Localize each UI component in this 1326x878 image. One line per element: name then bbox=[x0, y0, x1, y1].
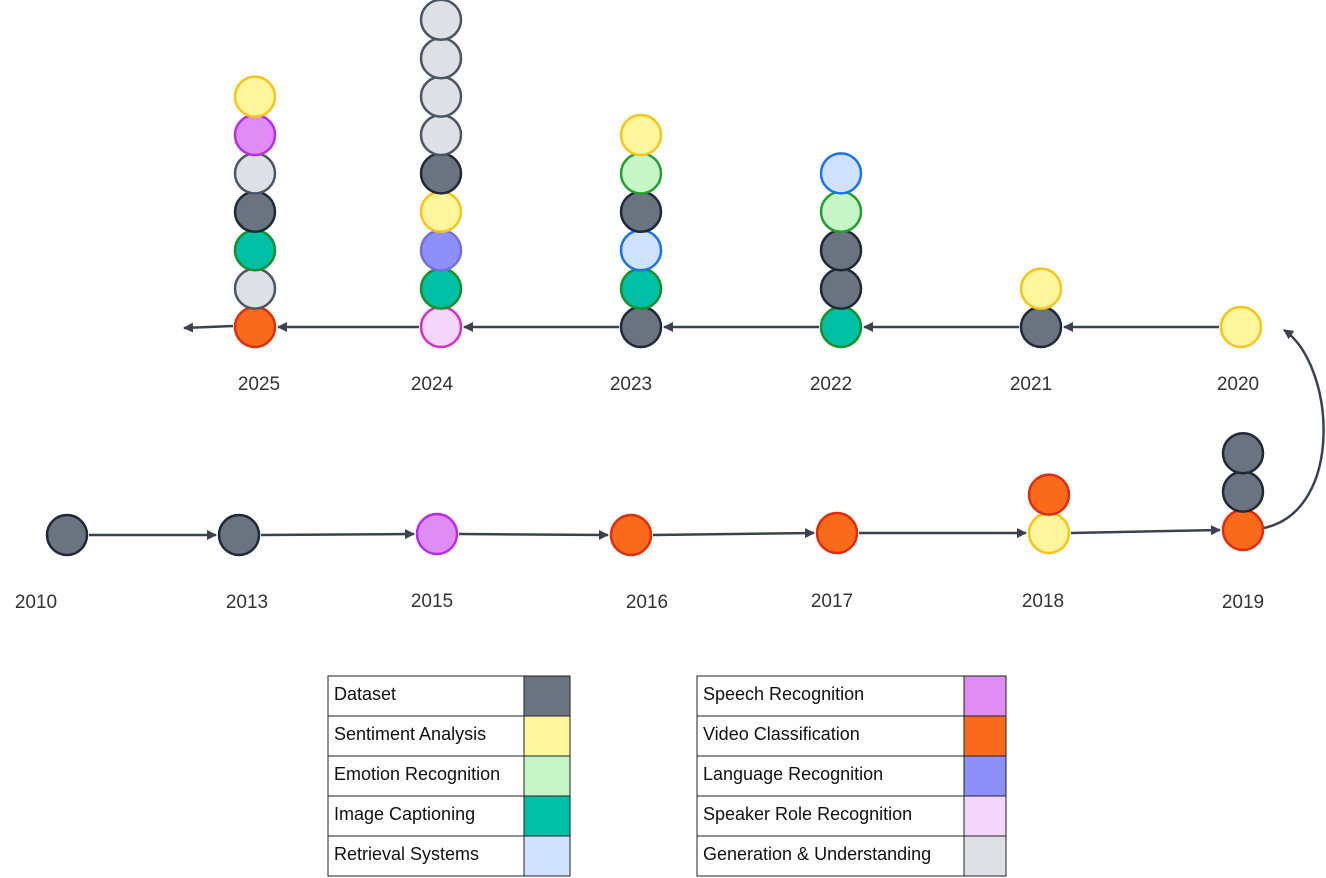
category-node bbox=[619, 267, 663, 310]
year-label: 2022 bbox=[810, 374, 852, 395]
category-node bbox=[233, 75, 277, 118]
category-node bbox=[819, 228, 863, 272]
category-node bbox=[419, 190, 463, 234]
legend-label-cell bbox=[327, 715, 525, 757]
category-node bbox=[217, 513, 261, 557]
category-node bbox=[233, 190, 277, 234]
legend-swatch bbox=[523, 835, 571, 877]
category-node bbox=[619, 228, 663, 272]
category-node bbox=[1027, 473, 1071, 516]
legend-swatch bbox=[963, 715, 1007, 757]
legend-swatch bbox=[963, 755, 1007, 797]
category-node bbox=[233, 113, 277, 157]
year-label: 2023 bbox=[610, 374, 652, 395]
year-label: 2013 bbox=[226, 592, 268, 613]
category-node bbox=[619, 113, 663, 157]
legend-swatch bbox=[523, 675, 571, 717]
legend-label: Image Captioning bbox=[334, 804, 475, 824]
connector-arrow bbox=[183, 322, 234, 333]
year-label: 2015 bbox=[411, 591, 453, 612]
year-label: 2010 bbox=[15, 592, 57, 613]
legend-swatch bbox=[523, 715, 571, 757]
nodes: 2010 2013 2015 2016 2017 2018 2019 2020 2021 2022… bbox=[15, 0, 1265, 613]
legend-label-cell bbox=[327, 835, 525, 877]
category-node bbox=[819, 305, 863, 349]
legend-label: Video Classification bbox=[703, 724, 860, 744]
category-node bbox=[233, 267, 277, 310]
category-node bbox=[45, 513, 89, 557]
connector-arrow bbox=[1070, 525, 1221, 536]
category-node bbox=[419, 267, 463, 310]
category-node bbox=[419, 36, 463, 80]
category-node bbox=[609, 513, 653, 557]
year-label: 2016 bbox=[626, 592, 668, 613]
legend-label: Sentiment Analysis bbox=[334, 724, 486, 744]
legend: Dataset Sentiment Analysis Emotion Recogni… bbox=[327, 675, 1007, 877]
legend-label: Dataset bbox=[334, 684, 396, 704]
year-label: 2025 bbox=[238, 374, 280, 395]
legend-swatch bbox=[963, 675, 1007, 717]
year-label: 2024 bbox=[411, 374, 454, 395]
legend-swatch bbox=[523, 755, 571, 797]
year-label: 2019 bbox=[1222, 592, 1264, 613]
legend-label-cell bbox=[327, 795, 525, 837]
connector-arrow bbox=[652, 528, 815, 539]
category-node bbox=[1221, 470, 1265, 513]
legend-label: Speech Recognition bbox=[703, 684, 864, 704]
legend-label: Retrieval Systems bbox=[334, 844, 479, 864]
category-node bbox=[419, 305, 463, 349]
category-node bbox=[1027, 511, 1071, 555]
category-node bbox=[819, 190, 863, 234]
legend-label-cell bbox=[696, 675, 965, 717]
legend-label-cell bbox=[327, 755, 525, 797]
year-label: 2021 bbox=[1010, 374, 1052, 395]
legend-label: Speaker Role Recognition bbox=[703, 804, 912, 824]
year-label: 2017 bbox=[811, 591, 853, 612]
category-node bbox=[619, 190, 663, 234]
legend-label: Emotion Recognition bbox=[334, 764, 500, 784]
category-node bbox=[419, 113, 463, 157]
category-node bbox=[815, 511, 859, 555]
legend-swatch bbox=[963, 835, 1007, 877]
year-label: 2020 bbox=[1217, 374, 1259, 395]
category-node bbox=[819, 152, 863, 195]
category-node bbox=[419, 152, 463, 195]
connector-arrow bbox=[1263, 328, 1325, 530]
legend-swatch bbox=[523, 795, 571, 837]
connector-arrow bbox=[260, 529, 415, 540]
category-node bbox=[819, 267, 863, 310]
category-node bbox=[419, 75, 463, 118]
legend-swatch bbox=[963, 795, 1007, 837]
legend-label: Language Recognition bbox=[703, 764, 883, 784]
category-node bbox=[419, 228, 463, 272]
category-node bbox=[1019, 267, 1063, 310]
category-node bbox=[419, 0, 463, 42]
category-node bbox=[415, 512, 459, 556]
category-node bbox=[1219, 305, 1263, 349]
category-node bbox=[233, 228, 277, 272]
category-node bbox=[1019, 305, 1063, 349]
connector-arrow bbox=[458, 529, 609, 540]
category-node bbox=[233, 152, 277, 195]
year-label: 2018 bbox=[1022, 591, 1064, 612]
category-node bbox=[233, 305, 277, 349]
category-node bbox=[619, 152, 663, 195]
arrows bbox=[89, 322, 1325, 540]
legend-label: Generation & Understanding bbox=[703, 844, 931, 864]
category-node bbox=[619, 305, 663, 349]
category-node bbox=[1221, 508, 1265, 552]
category-node bbox=[1221, 431, 1265, 475]
